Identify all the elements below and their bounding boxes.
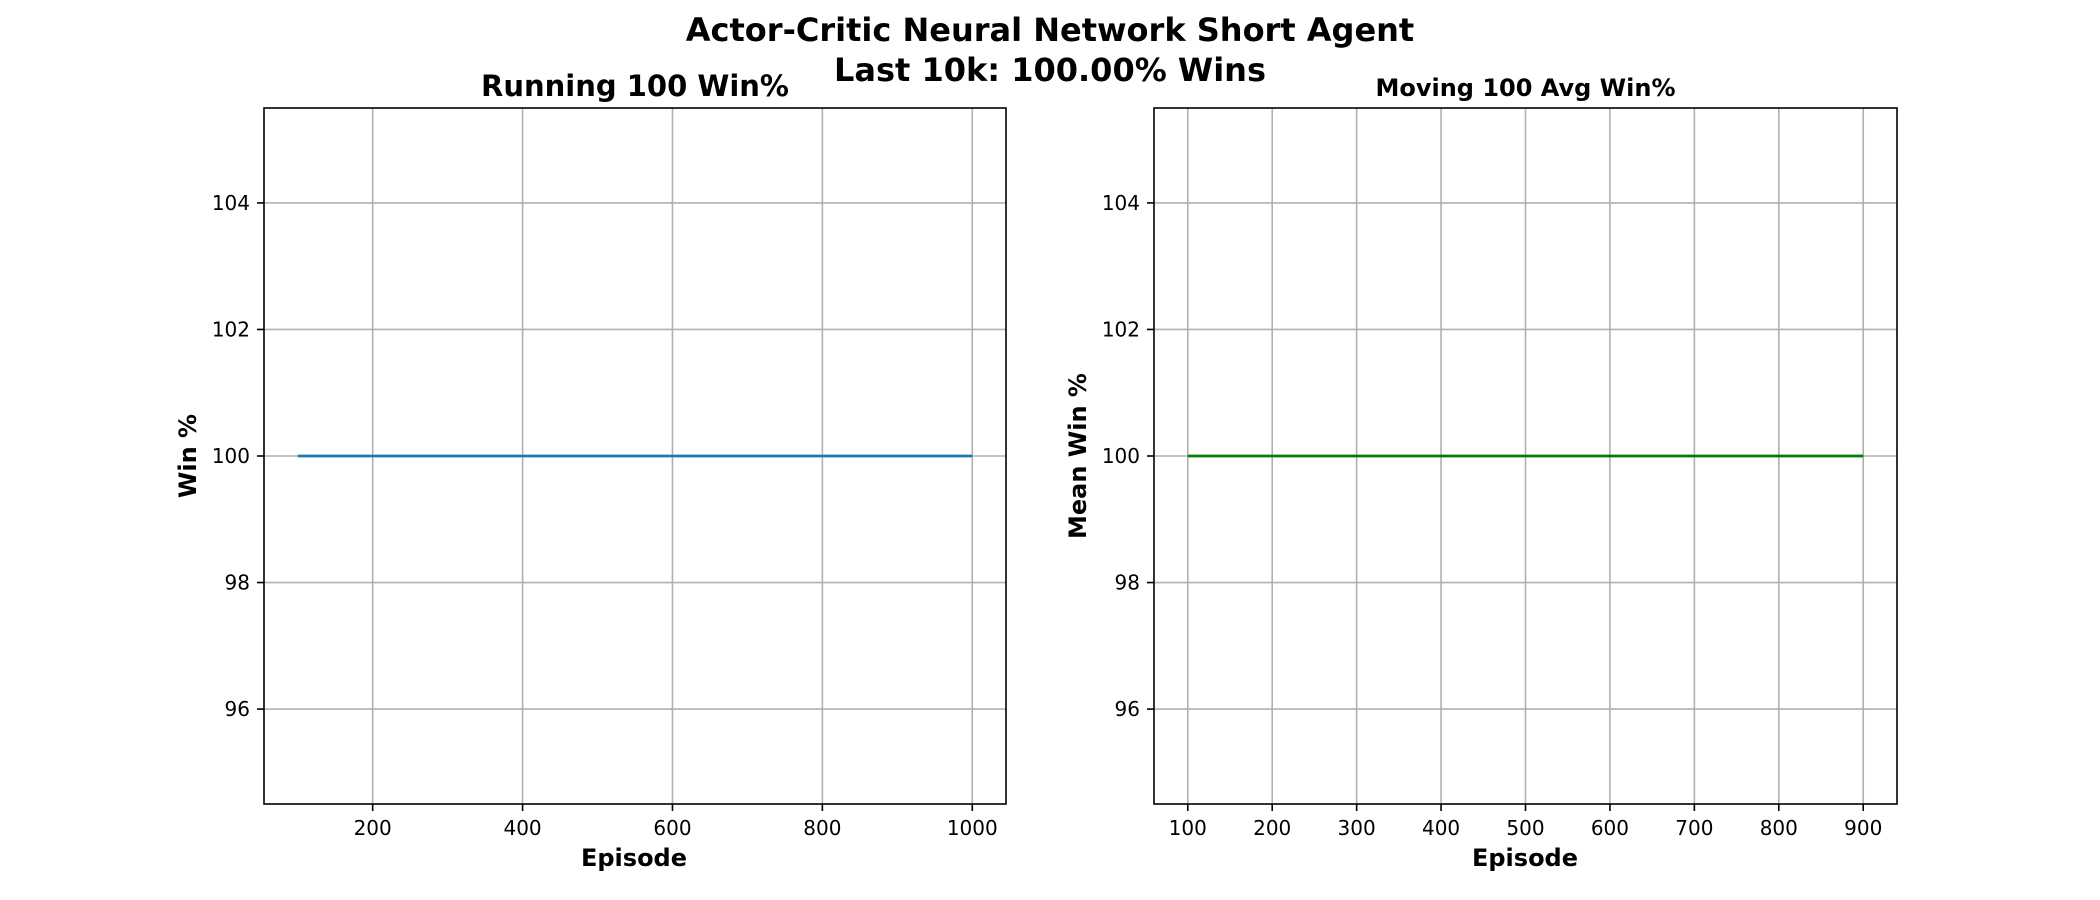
chart1-title: Running 100 Win% <box>481 69 789 103</box>
figure-title-line-2: Last 10k: 100.00% Wins <box>834 51 1266 89</box>
chart1-x-tick-label: 1000 <box>947 816 998 840</box>
chart2-title: Moving 100 Avg Win% <box>1375 74 1675 102</box>
chart2-y-tick-label: 100 <box>1102 444 1140 468</box>
chart1-y-tick-label: 102 <box>212 317 250 341</box>
chart2-x-tick-label: 700 <box>1675 816 1713 840</box>
chart1-y-tick-label: 104 <box>212 191 250 215</box>
chart1-y-tick-label: 96 <box>225 697 250 721</box>
chart2-x-tick-label: 600 <box>1591 816 1629 840</box>
chart1-y-axis-label: Win % <box>174 414 202 498</box>
chart2-x-tick-label: 400 <box>1422 816 1460 840</box>
chart1-y-tick-label: 98 <box>225 571 250 595</box>
chart2-x-tick-label: 100 <box>1169 816 1207 840</box>
chart2-y-tick-label: 102 <box>1102 317 1140 341</box>
chart1-x-tick-label: 800 <box>803 816 841 840</box>
chart2-x-tick-label: 200 <box>1253 816 1291 840</box>
chart2-y-axis-label: Mean Win % <box>1064 373 1092 539</box>
chart1-y-tick-label: 100 <box>212 444 250 468</box>
chart2-x-axis-label: Episode <box>1472 844 1578 872</box>
chart2-x-tick-label: 900 <box>1844 816 1882 840</box>
chart1-x-tick-label: 600 <box>653 816 691 840</box>
figure-title-line-1: Actor-Critic Neural Network Short Agent <box>685 11 1415 49</box>
chart2-y-tick-label: 98 <box>1115 571 1140 595</box>
chart2-x-tick-label: 300 <box>1338 816 1376 840</box>
chart2-y-tick-label: 96 <box>1115 697 1140 721</box>
chart2-y-tick-label: 104 <box>1102 191 1140 215</box>
chart2-x-tick-label: 500 <box>1506 816 1544 840</box>
chart1-x-tick-label: 200 <box>354 816 392 840</box>
chart1-x-tick-label: 400 <box>503 816 541 840</box>
chart1-x-axis-label: Episode <box>581 844 687 872</box>
chart2-x-tick-label: 800 <box>1760 816 1798 840</box>
